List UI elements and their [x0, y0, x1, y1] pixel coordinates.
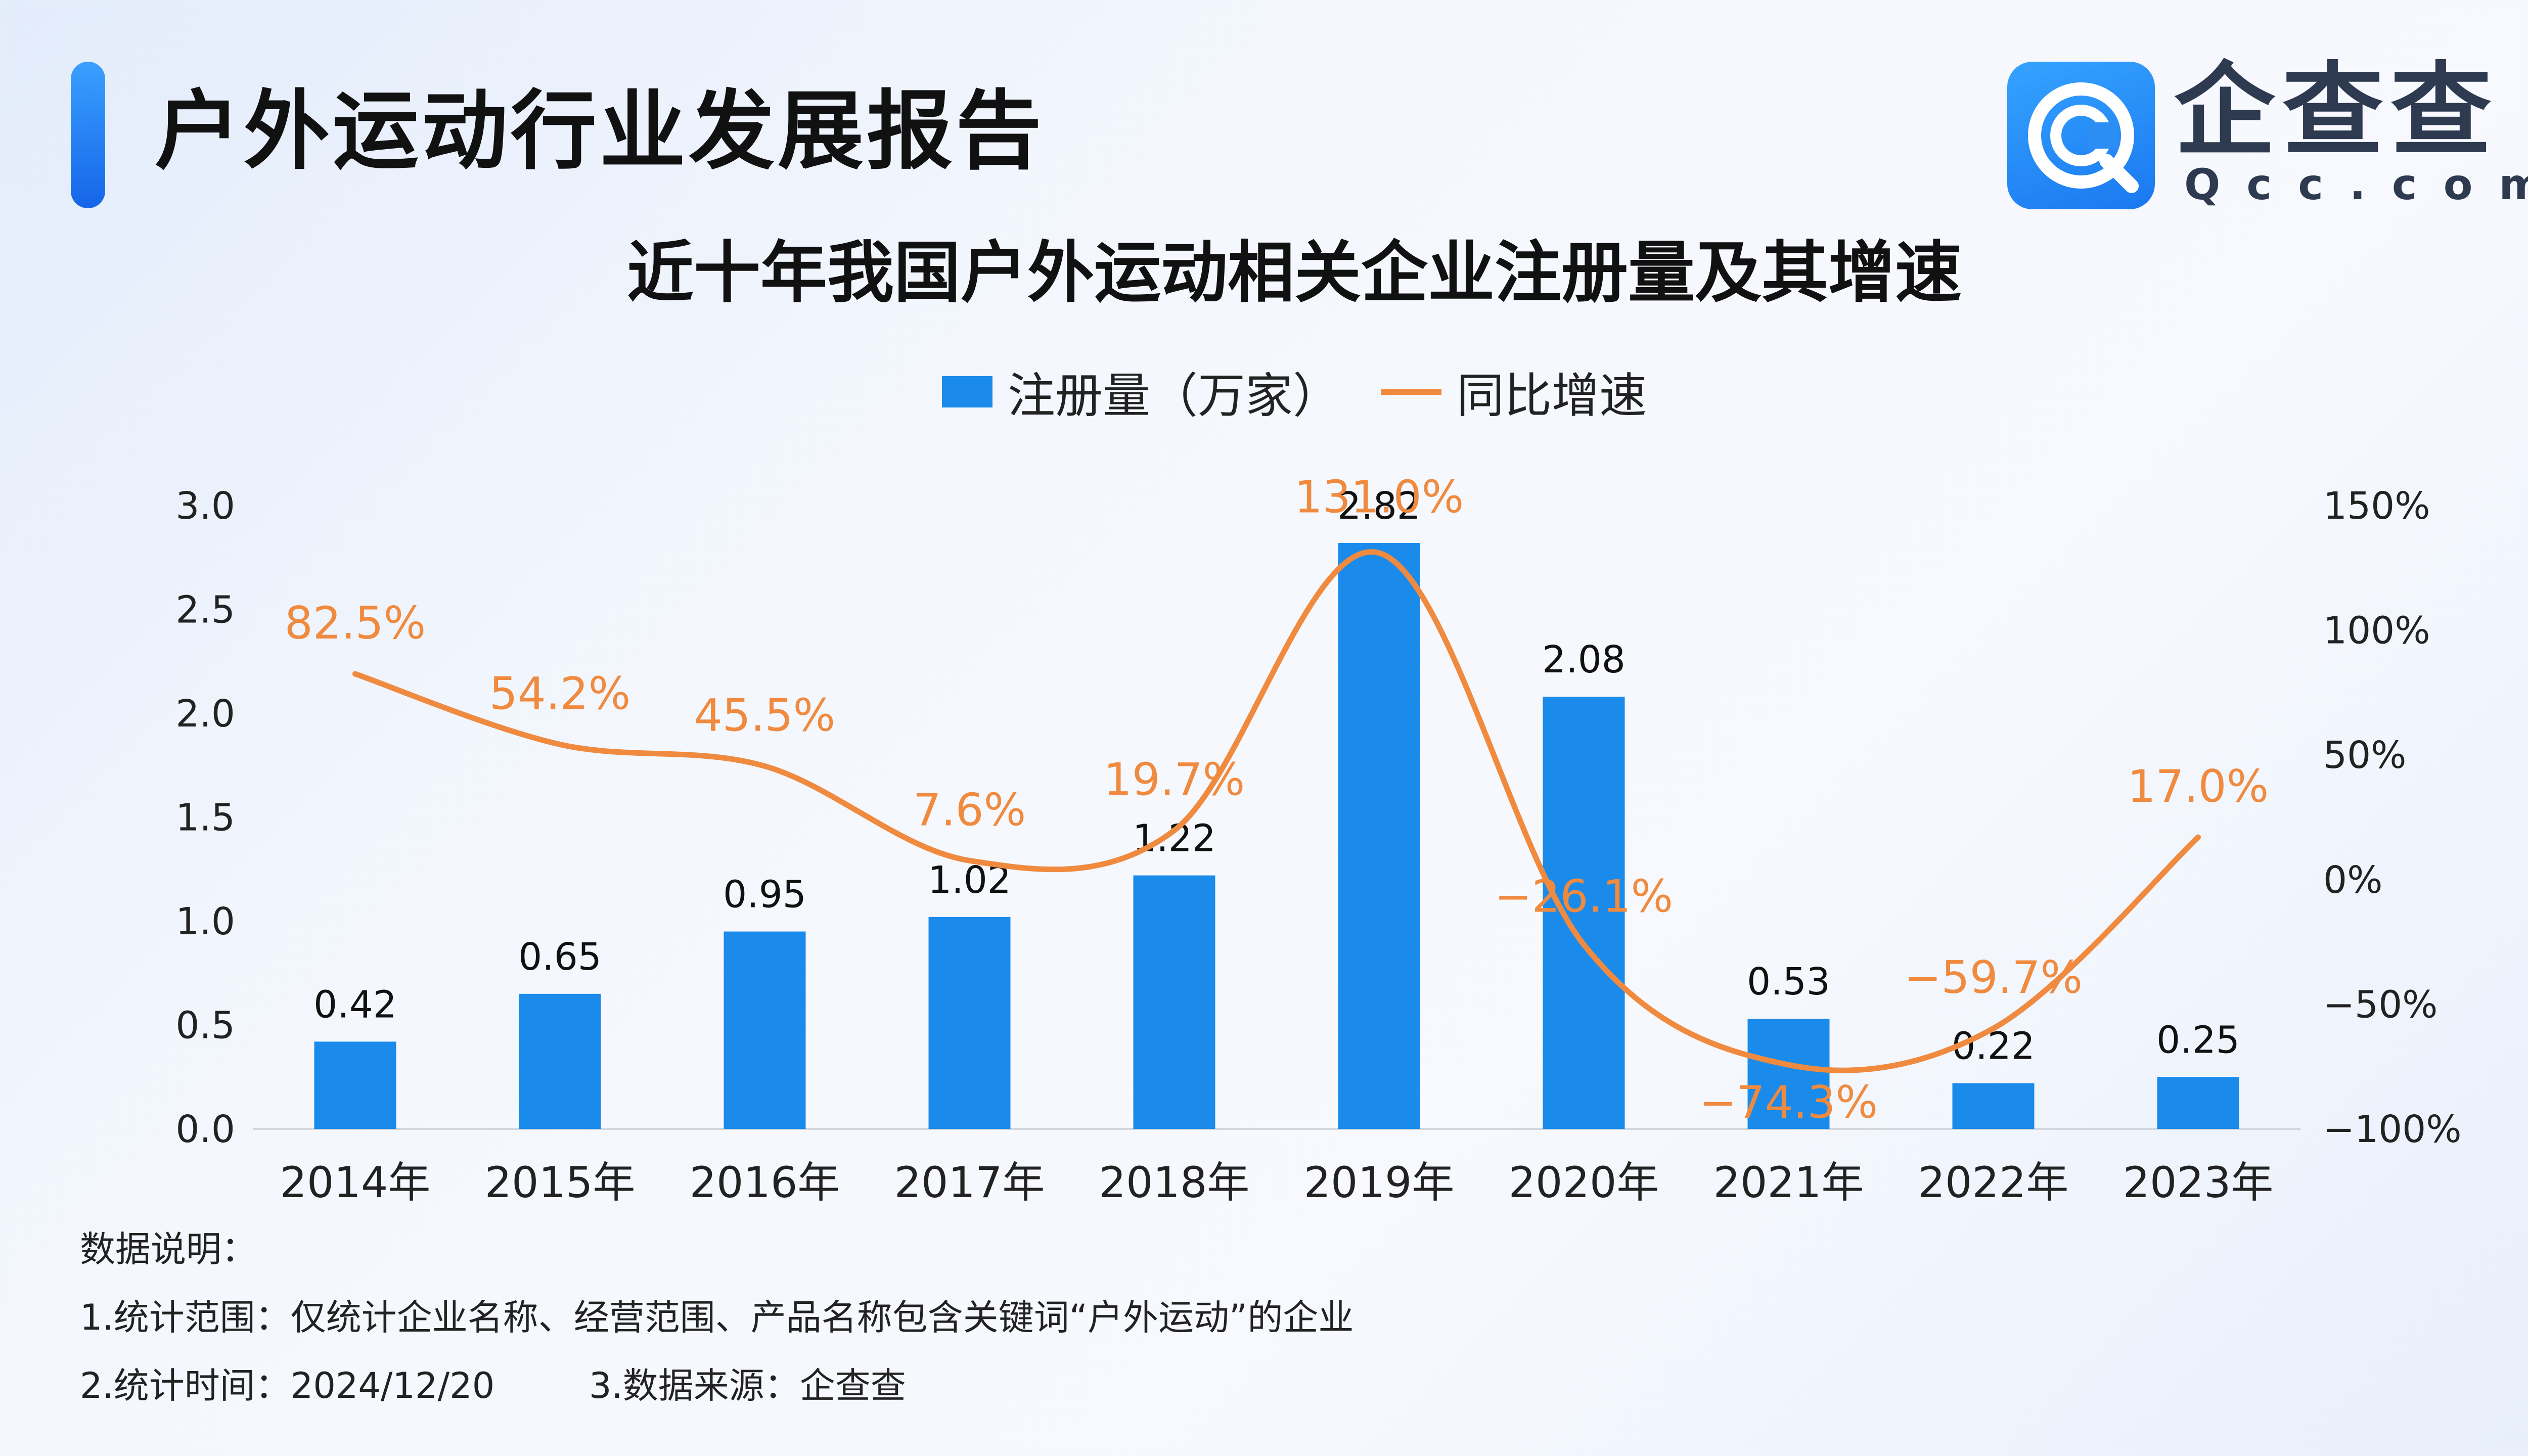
- legend-line-label: 同比增速: [1457, 369, 1647, 424]
- bar-2018年: [1133, 875, 1215, 1129]
- line-value-label: 19.7%: [1104, 754, 1245, 806]
- x-tick-label: 2018年: [1099, 1158, 1250, 1207]
- y-right-tick-label: 50%: [2323, 734, 2406, 777]
- legend-bar-label: 注册量（万家）: [1007, 369, 1340, 424]
- y-left-tick-label: 3.0: [175, 484, 235, 528]
- line-value-label: 7.6%: [913, 784, 1026, 836]
- bar-value-label: 0.65: [518, 935, 602, 979]
- x-tick-label: 2017年: [894, 1158, 1045, 1207]
- x-tick-label: 2014年: [280, 1158, 431, 1207]
- line-value-label: 54.2%: [489, 667, 631, 719]
- chart-title: 近十年我国户外运动相关企业注册量及其增速: [627, 234, 1962, 312]
- bar-value-label: 1.22: [1133, 817, 1216, 860]
- bar-value-label: 0.25: [2156, 1018, 2240, 1062]
- bar-2016年: [724, 931, 806, 1129]
- bar-2019年: [1338, 542, 1420, 1129]
- x-tick-label: 2020年: [1509, 1158, 1659, 1207]
- y-left-tick-label: 1.5: [175, 796, 235, 840]
- y-right-tick-label: −50%: [2323, 983, 2437, 1026]
- bar-value-label: 2.08: [1542, 638, 1626, 681]
- chart-legend: 注册量（万家） 同比增速: [0, 361, 2528, 424]
- notes-scope: 1.统计范围：仅统计企业名称、经营范围、产品名称包含关键词“户外运动”的企业: [80, 1297, 1354, 1338]
- logo-name-cn: 企查查: [2174, 52, 2499, 170]
- bar-value-label: 0.95: [723, 873, 806, 917]
- legend-item-line: 同比增速: [1340, 357, 1647, 426]
- bar-value-label: 0.53: [1747, 960, 1830, 1004]
- y-left-tick-label: 2.5: [175, 588, 235, 632]
- notes-heading: 数据说明：: [80, 1228, 257, 1270]
- bar-2014年: [314, 1041, 396, 1129]
- line-value-label: −26.1%: [1495, 871, 1673, 923]
- y-left-tick-label: 2.0: [175, 692, 235, 736]
- bar-value-label: 2.82: [1337, 484, 1421, 528]
- qcc-logo-icon: [2007, 62, 2155, 209]
- legend-line-swatch: [1381, 389, 1441, 395]
- x-tick-label: 2022年: [1918, 1158, 2069, 1207]
- bar-2022年: [1952, 1083, 2035, 1129]
- legend-bar-swatch: [941, 376, 992, 407]
- x-tick-label: 2015年: [485, 1158, 636, 1207]
- line-value-label: 82.5%: [285, 597, 426, 649]
- y-left-tick-label: 0.5: [175, 1004, 235, 1048]
- bar-2021年: [1747, 1019, 1830, 1129]
- x-tick-label: 2021年: [1713, 1158, 1864, 1207]
- y-left-tick-label: 1.0: [175, 900, 235, 943]
- x-tick-label: 2023年: [2123, 1158, 2274, 1207]
- bar-2020年: [1543, 697, 1625, 1129]
- line-value-label: −59.7%: [1904, 951, 2083, 1004]
- bar-value-label: 0.22: [1952, 1025, 2035, 1068]
- logo-name-en: Qcc.com: [2184, 160, 2528, 209]
- growth-rate-line: [352, 549, 2201, 1073]
- x-tick-label: 2016年: [690, 1158, 840, 1207]
- y-left-tick-label: 0.0: [175, 1108, 235, 1151]
- report-title: 户外运动行业发展报告: [155, 81, 1045, 181]
- y-right-tick-label: 0%: [2323, 858, 2382, 902]
- notes-time: 2.统计时间：2024/12/20: [80, 1365, 495, 1406]
- y-right-tick-label: 150%: [2323, 484, 2430, 528]
- line-value-label: 17.0%: [2128, 760, 2269, 812]
- bar-2015年: [519, 993, 601, 1129]
- line-value-label: −74.3%: [1699, 1076, 1878, 1128]
- y-right-tick-label: 100%: [2323, 609, 2430, 653]
- line-value-label: 131.0%: [1294, 471, 1464, 523]
- bar-2023年: [2157, 1077, 2239, 1129]
- y-right-tick-label: −100%: [2323, 1108, 2462, 1151]
- title-accent-bar: [71, 62, 105, 208]
- legend-item-bar: 注册量（万家）: [941, 357, 1340, 426]
- notes-source: 3.数据来源：企查查: [589, 1365, 906, 1406]
- bar-2017年: [928, 917, 1011, 1129]
- x-tick-label: 2019年: [1304, 1158, 1455, 1207]
- bar-value-label: 0.42: [313, 983, 397, 1026]
- line-value-label: 45.5%: [694, 689, 836, 741]
